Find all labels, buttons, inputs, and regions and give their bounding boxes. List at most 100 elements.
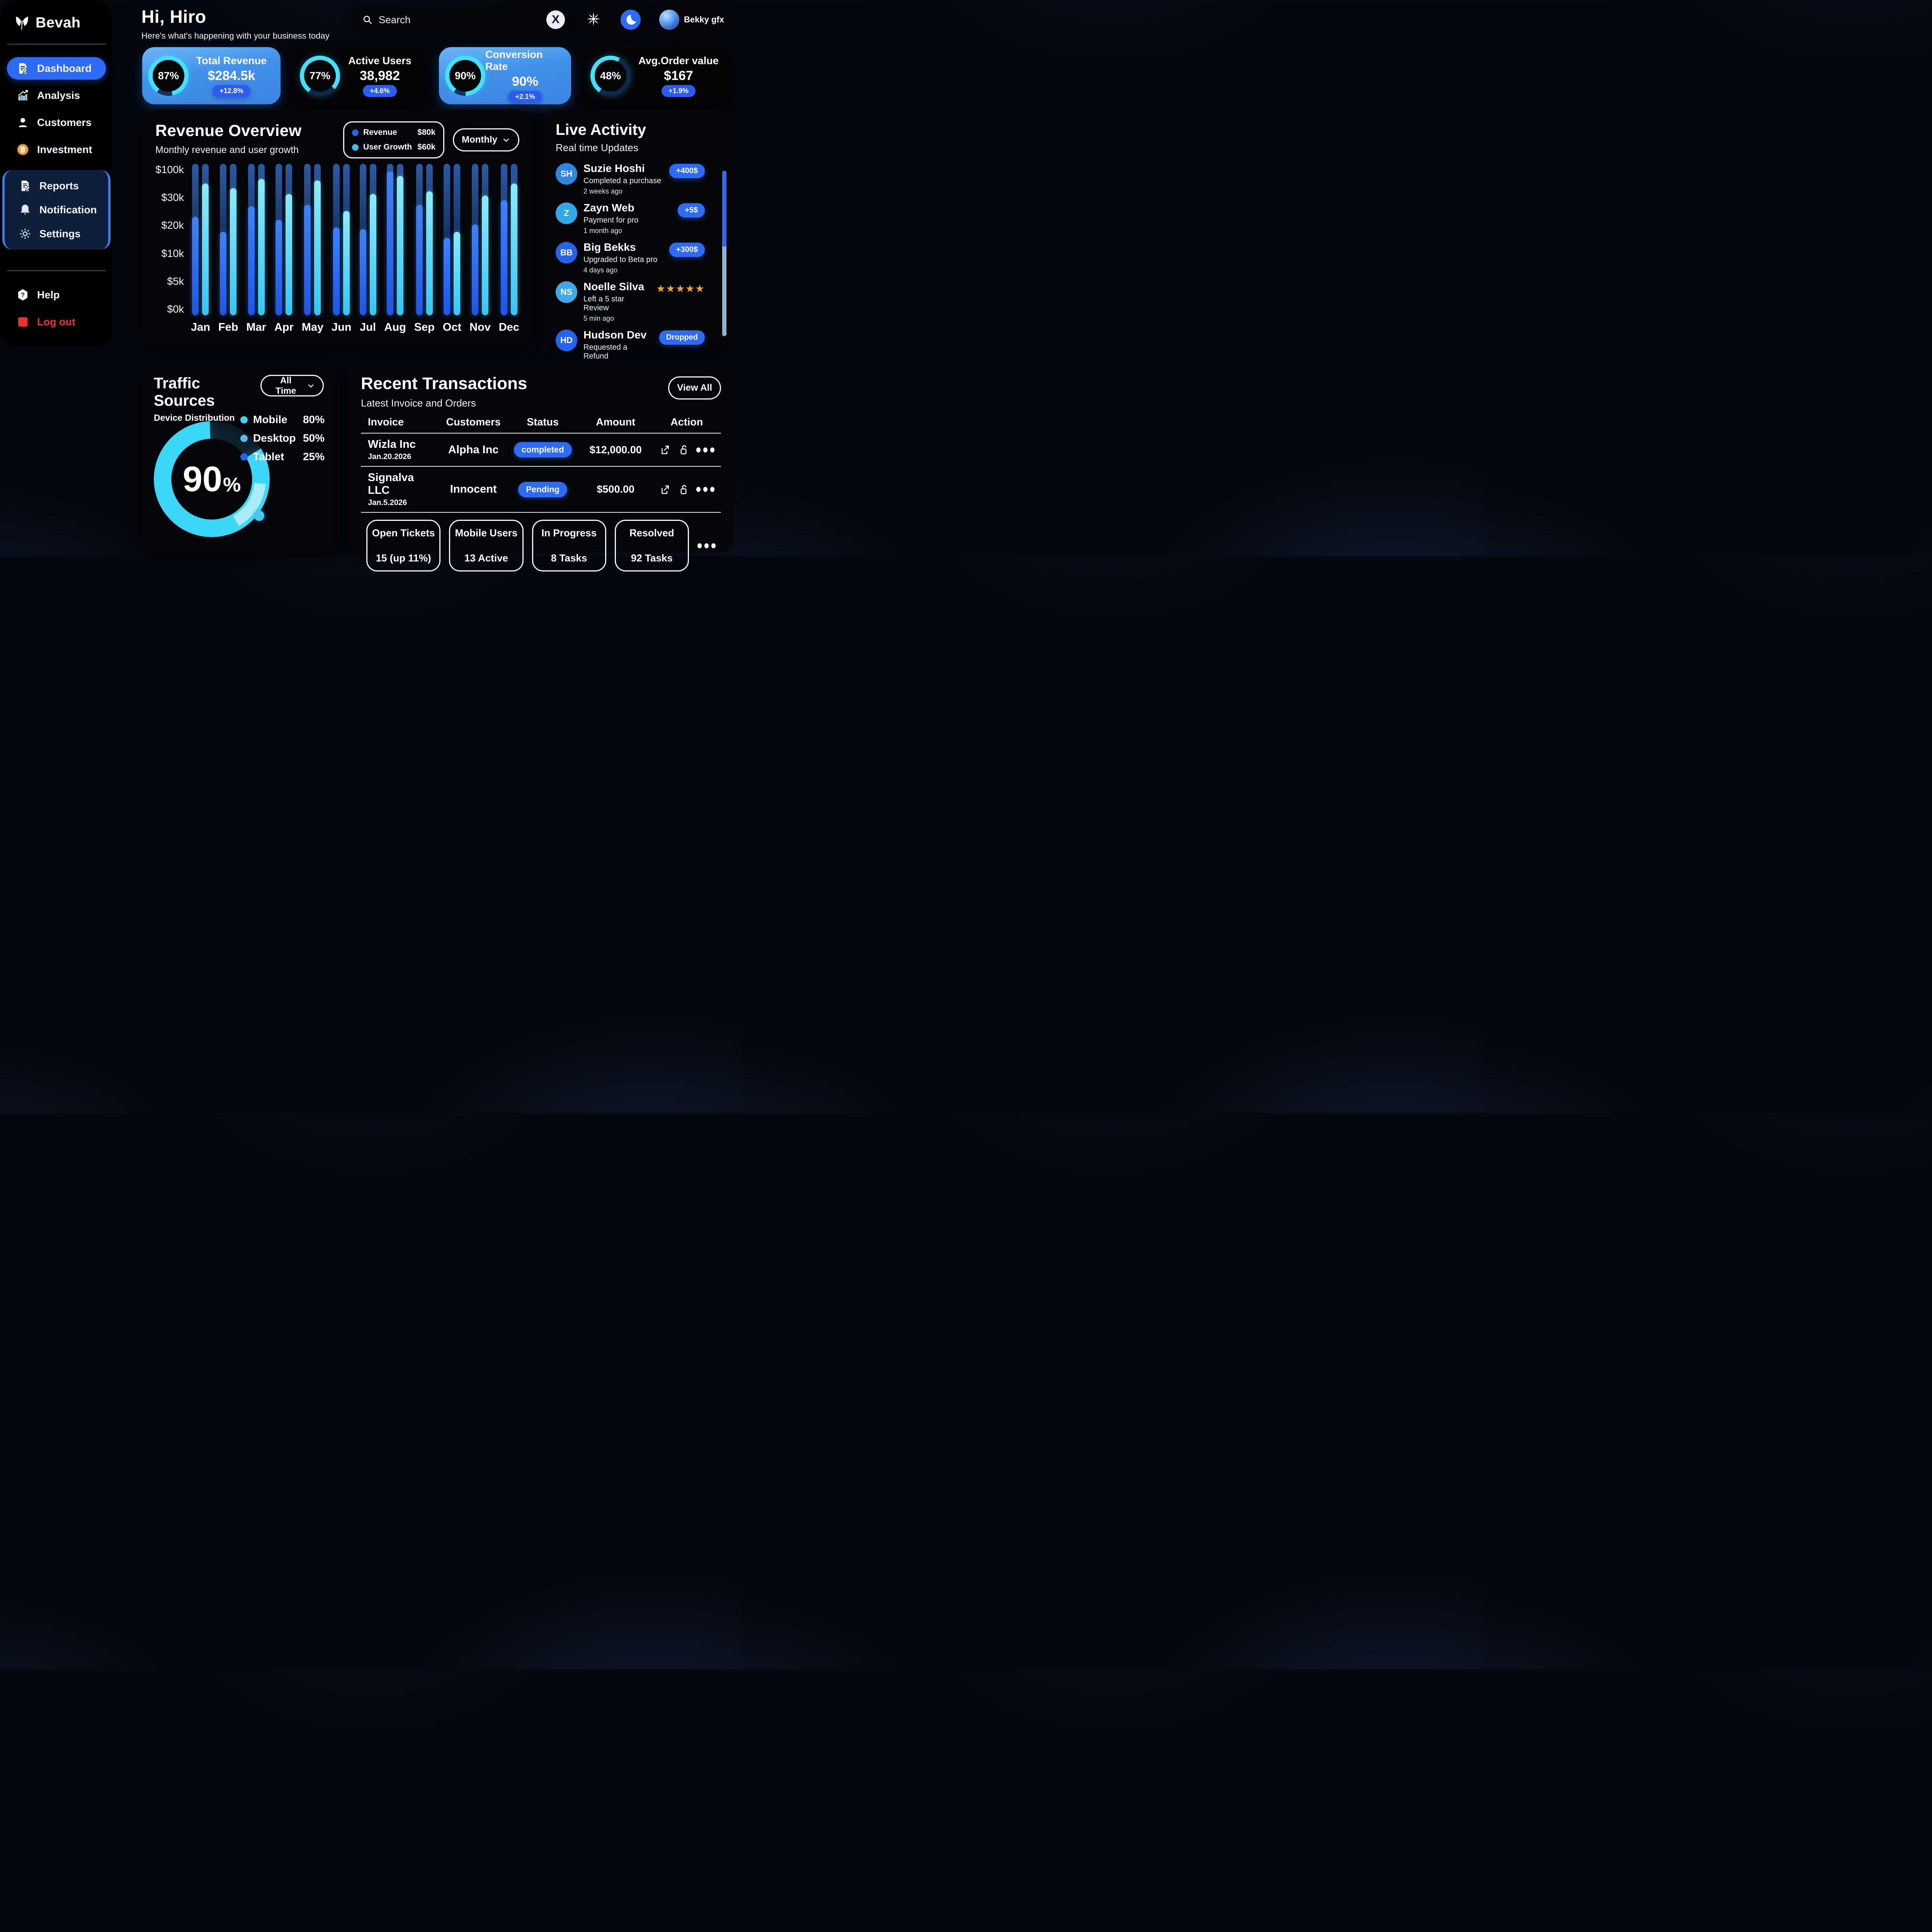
summary-box[interactable]: Mobile Users 13 Active	[449, 520, 524, 571]
stat-value: 38,982	[360, 68, 400, 83]
revenue-bar-track[interactable]	[304, 164, 311, 315]
growth-bar-track[interactable]	[454, 164, 461, 315]
panel-title: Traffic Sources	[154, 375, 215, 409]
search-input[interactable]	[373, 14, 546, 26]
growth-bar-track[interactable]	[397, 164, 404, 315]
summary-box[interactable]: Open Tickets 15 (up 11%)	[366, 520, 441, 571]
growth-bar-fill	[397, 176, 404, 315]
revenue-bar-track[interactable]	[387, 164, 394, 315]
table-divider	[361, 433, 721, 434]
sidebar-item-notification[interactable]: Notification	[9, 199, 104, 221]
x-logo-icon[interactable]: X	[546, 10, 565, 29]
y-axis-tick: $20k	[161, 219, 184, 231]
table-row[interactable]: Wizla Inc Jan.20.2026 Alpha Inc complete…	[361, 434, 721, 466]
sidebar-item-investment[interactable]: B Investment	[7, 138, 106, 161]
revenue-bar-fill	[500, 200, 507, 315]
chevron-down-icon	[503, 138, 509, 142]
ring-percent: 87%	[158, 70, 179, 82]
stat-card[interactable]: 77% Active Users 38,982 +4.6%	[294, 47, 426, 104]
bar-group: Apr	[274, 164, 294, 334]
traffic-titles: Traffic Sources Device Distribution	[154, 375, 260, 423]
sidebar-item-dashboard[interactable]: Dashboard	[7, 57, 106, 80]
growth-bar-track[interactable]	[202, 164, 209, 315]
scrollbar[interactable]	[722, 171, 726, 336]
stat-card[interactable]: 48% Avg.Order value $167 +1.9%	[584, 47, 733, 104]
revenue-bar-track[interactable]	[220, 164, 227, 315]
revenue-bar-track[interactable]	[500, 164, 507, 315]
revenue-bar-track[interactable]	[276, 164, 282, 315]
legend-dot	[240, 416, 248, 423]
more-options-icon[interactable]	[696, 447, 714, 452]
y-axis-tick: $10k	[161, 247, 184, 259]
revenue-bar-fill	[220, 232, 227, 315]
growth-bar-track[interactable]	[230, 164, 237, 315]
stat-value: $167	[664, 68, 693, 83]
sidebar-item-analysis[interactable]: Analysis	[7, 84, 106, 107]
activity-item[interactable]: Z Zayn Web Payment for pro 1 month ago +…	[556, 202, 705, 235]
stat-value: $284.5k	[207, 68, 255, 83]
more-options-icon[interactable]	[697, 543, 716, 548]
activity-item[interactable]: BB Big Bekks Upgraded to Beta pro 4 days…	[556, 241, 705, 274]
growth-bar-track[interactable]	[510, 164, 517, 315]
growth-bar-track[interactable]	[481, 164, 488, 315]
column-invoice: Invoice	[368, 416, 404, 428]
progress-ring: 77%	[300, 56, 340, 96]
activity-timestamp: 4 days ago	[583, 266, 618, 274]
profile-chip[interactable]: Bekky gfx	[656, 7, 733, 32]
invoice-name: Signalva LLC	[368, 471, 414, 497]
revenue-bar-track[interactable]	[248, 164, 255, 315]
activity-item[interactable]: NS Noelle Silva Left a 5 star Review 5 m…	[556, 281, 705, 323]
table-row-wrap: Signalva LLC Jan.5.2026 Innocent Pending…	[361, 467, 721, 513]
sidebar-item-reports[interactable]: Reports	[9, 175, 104, 197]
bar-group: Jun	[332, 164, 352, 334]
chart-growth-icon	[15, 88, 30, 103]
stat-card[interactable]: 87% Total Revenue $284.5k +12.8%	[142, 47, 281, 104]
sidebar-spacer	[0, 250, 113, 260]
revenue-bar-track[interactable]	[471, 164, 478, 315]
stat-card[interactable]: 90% Conversion Rate 90% +2.1%	[439, 47, 571, 104]
growth-bar-track[interactable]	[343, 164, 350, 315]
external-link-icon[interactable]	[659, 444, 671, 456]
legend-dot	[240, 453, 248, 461]
bar-group: Oct	[443, 164, 461, 334]
activity-item[interactable]: SH Suzie Hoshi Completed a purchase 2 we…	[556, 162, 705, 196]
growth-bar-track[interactable]	[258, 164, 265, 315]
revenue-bar-track[interactable]	[359, 164, 366, 315]
svg-text:?: ?	[21, 291, 25, 299]
table-divider	[361, 466, 721, 467]
summary-box[interactable]: In Progress 8 Tasks	[532, 520, 606, 571]
document-pencil-icon	[15, 61, 30, 76]
sidebar-item-settings[interactable]: Settings	[9, 223, 104, 245]
revenue-bar-track[interactable]	[444, 164, 451, 315]
external-link-icon[interactable]	[659, 484, 671, 495]
growth-bar-track[interactable]	[426, 164, 433, 315]
search-bar[interactable]: X	[352, 7, 569, 32]
growth-bar-track[interactable]	[286, 164, 293, 315]
view-all-button[interactable]: View All	[668, 376, 721, 400]
table-row[interactable]: Signalva LLC Jan.5.2026 Innocent Pending…	[361, 467, 721, 512]
scrollbar-thumb[interactable]	[722, 171, 726, 247]
summary-label: Mobile Users	[455, 527, 518, 539]
period-dropdown[interactable]: Monthly	[453, 128, 519, 151]
more-options-icon[interactable]	[696, 487, 714, 492]
x-axis-label: Jan	[191, 321, 210, 333]
traffic-legend-item: Mobile 80%	[240, 413, 325, 426]
padlock-icon[interactable]	[678, 484, 689, 495]
sidebar-item-help[interactable]: ? Help	[7, 284, 106, 306]
revenue-bar-track[interactable]	[333, 164, 340, 315]
summary-label: Resolved	[629, 527, 674, 539]
sidebar-item-logout[interactable]: Log out	[7, 311, 106, 333]
sidebar-item-customers[interactable]: Customers	[7, 111, 106, 134]
summary-box[interactable]: Resolved 92 Tasks	[614, 520, 689, 571]
time-range-dropdown[interactable]: All Time	[260, 375, 324, 396]
table-divider	[361, 512, 721, 513]
revenue-bar-track[interactable]	[192, 164, 199, 315]
growth-bar-track[interactable]	[369, 164, 376, 315]
revenue-bar-fill	[248, 206, 255, 315]
padlock-icon[interactable]	[678, 444, 689, 456]
sun-icon	[586, 11, 601, 29]
revenue-bar-track[interactable]	[416, 164, 423, 315]
stat-change-badge: +1.9%	[662, 85, 696, 97]
growth-bar-track[interactable]	[314, 164, 321, 315]
theme-toggle[interactable]	[578, 7, 645, 32]
